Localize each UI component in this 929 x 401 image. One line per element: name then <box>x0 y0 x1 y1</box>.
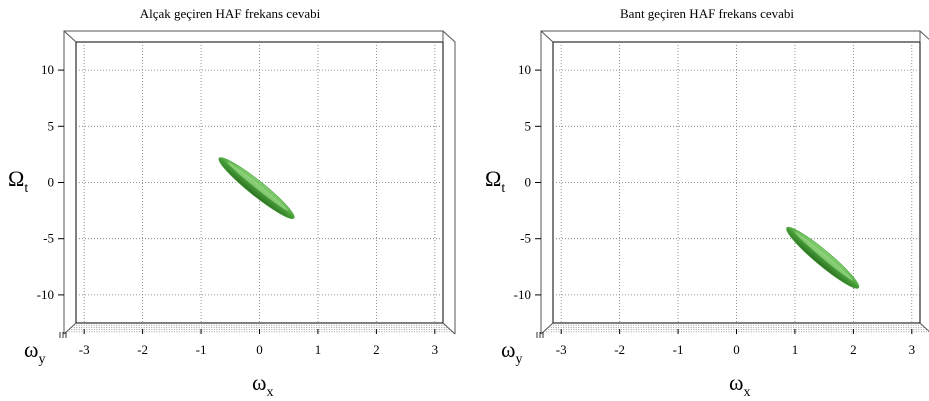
y-tick-label: -5 <box>43 231 54 246</box>
x-tick-label: 3 <box>432 342 439 357</box>
y-axis-label: Ωt <box>8 166 28 196</box>
x-tick-label: -1 <box>196 342 207 357</box>
x-axis-label-subscript: x <box>266 385 273 400</box>
box-frame <box>540 30 929 334</box>
x-tick-label: 1 <box>315 342 322 357</box>
y-tick-label: 10 <box>41 62 54 77</box>
y-tick-label: -5 <box>520 231 531 246</box>
y-tick-label: 10 <box>518 62 531 77</box>
y-tick-label: 0 <box>525 175 532 190</box>
chart-title: Alçak geçiren HAF frekans cevabi <box>140 6 321 21</box>
x-tick-label: -2 <box>137 342 148 357</box>
y-tick-label: 5 <box>48 118 55 133</box>
y-tick-label: 0 <box>48 175 55 190</box>
y-axis-label-subscript: t <box>24 181 28 196</box>
y-axis-label-subscript: t <box>501 181 505 196</box>
surface-highlight <box>794 231 854 281</box>
z-axis-label-subscript: y <box>515 352 522 367</box>
depth-edge <box>919 322 929 332</box>
x-tick-label: -1 <box>673 342 684 357</box>
x-tick-label: 3 <box>909 342 916 357</box>
depth-edge <box>540 30 554 43</box>
z-axis-label: ωy <box>501 337 522 367</box>
x-axis-label: ωx <box>252 370 273 400</box>
x-tick-label: 2 <box>373 342 380 357</box>
z-axis-label-subscript: y <box>38 352 45 367</box>
x-tick-label: -2 <box>614 342 625 357</box>
depth-edge <box>63 30 77 43</box>
chart-panel-1: Alçak geçiren HAF frekans cevabi-3 -2 -1 0 1… <box>8 6 456 400</box>
x-tick-label: -3 <box>556 342 567 357</box>
y-axis-label: Ωt <box>485 166 505 196</box>
x-tick-label: 2 <box>850 342 857 357</box>
surface-highlight <box>227 162 289 211</box>
chart-title: Bant geçiren HAF frekans cevabi <box>620 6 794 21</box>
y-tick-label: -10 <box>514 287 531 302</box>
x-tick-label: -3 <box>79 342 90 357</box>
x-tick-label: 0 <box>256 342 263 357</box>
chart-panel-2: Bant geçiren HAF frekans cevabi-3 -2 -1 0 1 2… <box>485 6 929 400</box>
x-axis-label: ωx <box>729 370 750 400</box>
y-tick-label: 5 <box>525 118 532 133</box>
depth-edge <box>442 322 456 335</box>
z-axis-label: ωy <box>24 337 45 367</box>
x-tick-label: 1 <box>792 342 799 357</box>
x-tick-label: 0 <box>733 342 740 357</box>
x-axis-label-subscript: x <box>743 385 750 400</box>
y-tick-label: -10 <box>37 287 54 302</box>
